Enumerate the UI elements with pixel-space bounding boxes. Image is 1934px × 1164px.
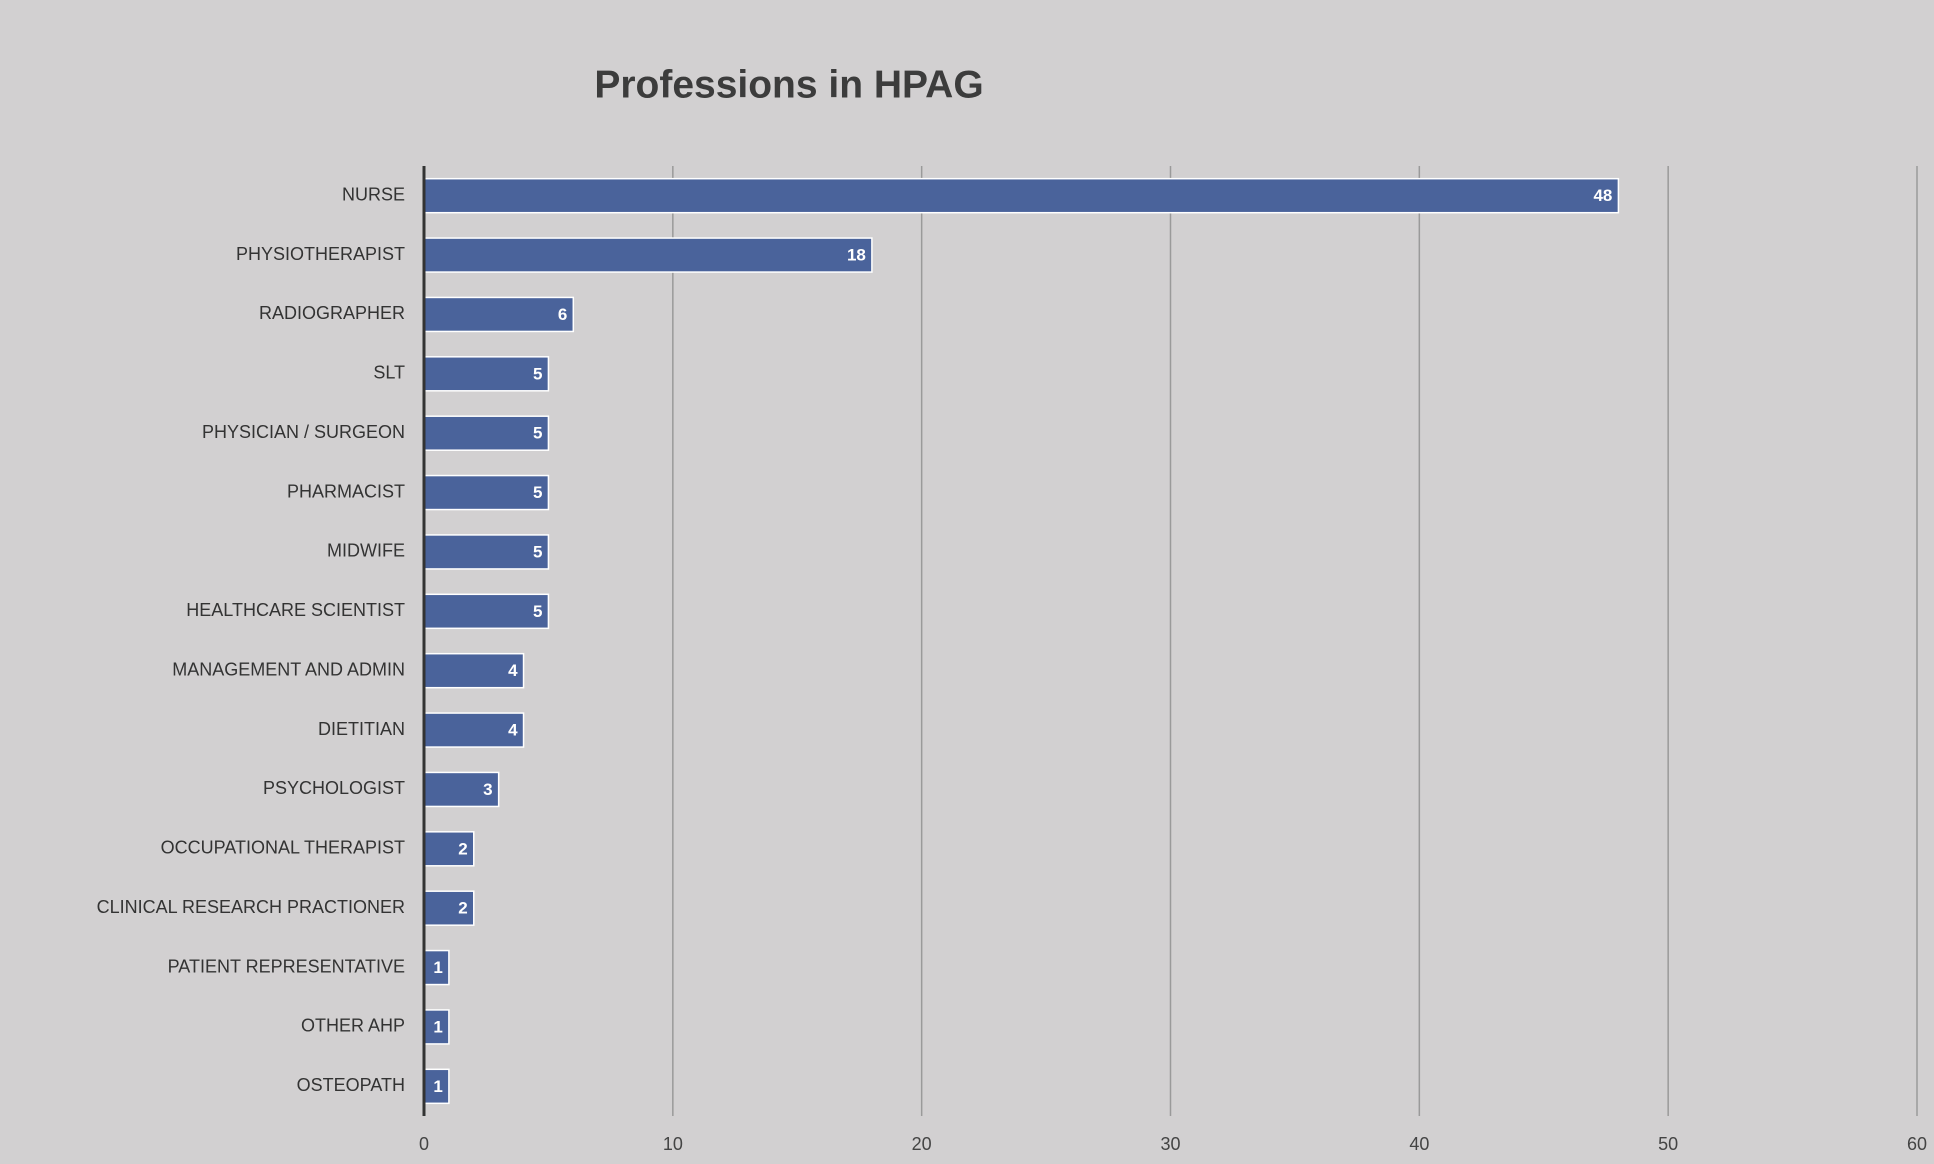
y-tick-label: PHYSICIAN / SURGEON [202,422,405,442]
bar [423,949,450,986]
data-label: 6 [558,305,567,324]
data-label: 1 [433,1077,442,1096]
bar [423,177,1620,214]
bar [423,237,873,273]
y-tick-label: SLT [373,363,405,383]
y-tick-label: PSYCHOLOGIST [263,778,405,798]
y-tick-label: CLINICAL RESEARCH PRACTIONER [97,897,405,917]
y-tick-label: NURSE [342,184,405,204]
data-label: 5 [533,424,542,443]
data-label: 5 [533,542,542,561]
x-tick-label: 40 [1409,1134,1429,1154]
y-tick-label: MANAGEMENT AND ADMIN [172,659,405,679]
bar [423,356,550,392]
x-tick-label: 10 [663,1134,683,1154]
y-tick-label: OCCUPATIONAL THERAPIST [161,838,405,858]
bar [423,890,475,926]
y-tick-label: OSTEOPATH [297,1075,405,1095]
x-tick-label: 30 [1160,1134,1180,1154]
y-tick-label: PATIENT REPRESENTATIVE [168,956,405,976]
bar [423,415,550,451]
data-label: 2 [458,839,467,858]
data-label: 48 [1593,186,1612,205]
bar [423,474,550,511]
data-label: 4 [508,721,518,740]
data-label: 5 [533,602,542,621]
data-label: 2 [458,899,467,918]
y-tick-label: HEALTHCARE SCIENTIST [186,600,405,620]
data-label: 5 [533,364,542,383]
x-tick-label: 20 [912,1134,932,1154]
bar [423,534,550,570]
chart-title: Professions in HPAG [594,63,983,106]
y-tick-label: OTHER AHP [301,1016,405,1036]
data-label: 4 [508,661,518,680]
bar [423,771,500,808]
bar [423,712,525,748]
bar [423,296,575,333]
y-tick-label: PHARMACIST [287,481,405,501]
data-label: 5 [533,483,542,502]
y-tick-label: MIDWIFE [327,541,405,561]
data-label: 3 [483,780,492,799]
x-tick-label: 0 [419,1134,429,1154]
data-label: 1 [433,1017,442,1036]
y-tick-label: PHYSIOTHERAPIST [236,244,405,264]
x-tick-label: 60 [1907,1134,1927,1154]
data-label: 18 [847,246,866,265]
bar [423,593,550,630]
data-label: 1 [433,958,442,977]
y-tick-label: DIETITIAN [318,719,405,739]
y-tick-label: RADIOGRAPHER [259,303,405,323]
bar [423,1009,450,1045]
bar [423,1068,450,1105]
x-tick-label: 50 [1658,1134,1678,1154]
